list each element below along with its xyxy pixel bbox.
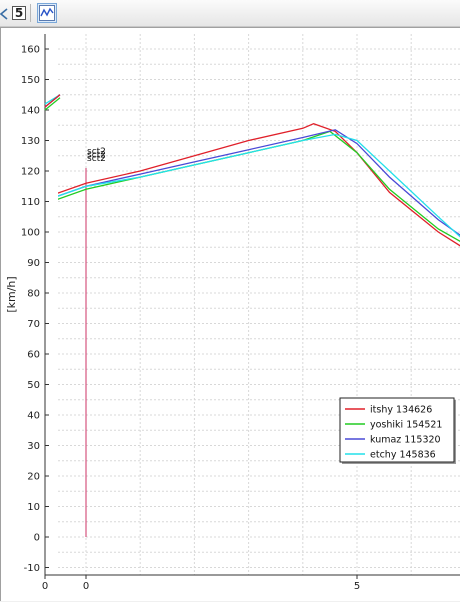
- legend-label: kumaz 115320: [370, 435, 441, 446]
- x-tick-label: 0: [42, 581, 48, 592]
- x-tick-label: 5: [354, 581, 360, 592]
- chart-frame: -10 0 10 20 30 40 50 60 70 80 90 100 110 120 130 140 150…: [0, 27, 460, 601]
- speed-chart: -100102030405060708090100110120130140150…: [5, 34, 460, 592]
- line-chart-icon: [39, 5, 55, 21]
- y-tick-label: 30: [27, 441, 40, 452]
- y-tick-label: -10: [24, 563, 40, 574]
- marker-label: sct2: [87, 154, 106, 164]
- y-tick-label: 90: [27, 258, 40, 269]
- y-tick-label: 150: [21, 75, 40, 86]
- y-tick-label: 100: [21, 228, 40, 239]
- legend-label: etchy 145836: [370, 450, 436, 461]
- y-tick-label: 140: [21, 106, 40, 117]
- y-tick-label: 120: [21, 167, 40, 178]
- y-tick-label: 60: [27, 350, 40, 361]
- series-fragment: [44, 97, 61, 111]
- series-line: [58, 130, 460, 242]
- number-button-label: 5: [11, 6, 27, 20]
- y-tick-label: 50: [27, 380, 40, 391]
- y-tick-label: 20: [27, 472, 40, 483]
- y-axis-label: [km/h]: [5, 276, 18, 312]
- series-line: [58, 123, 460, 247]
- series-line: [58, 129, 460, 236]
- arrow-icon: [0, 8, 8, 20]
- y-tick-label: 0: [34, 533, 40, 544]
- y-tick-label: 40: [27, 411, 40, 422]
- marker-label: sct2: [87, 151, 106, 161]
- toolbar-separator: [30, 4, 31, 22]
- y-tick-label: 10: [27, 502, 40, 513]
- legend-label: itshy 134626: [370, 405, 432, 416]
- series-line: [58, 133, 460, 238]
- number-button[interactable]: 5: [9, 3, 29, 23]
- toolbar: 5: [0, 0, 460, 27]
- y-tick-label: 160: [21, 45, 40, 56]
- chart-button[interactable]: [37, 3, 57, 23]
- marker-label: sct2: [87, 147, 106, 157]
- y-tick-label: 80: [27, 289, 40, 300]
- legend-label: yoshiki 154521: [370, 420, 442, 431]
- x-tick-label: 0: [83, 581, 89, 592]
- y-tick-label: 130: [21, 136, 40, 147]
- y-tick-label: 70: [27, 319, 40, 330]
- y-tick-label: 110: [21, 197, 40, 208]
- series-fragment: [44, 94, 61, 108]
